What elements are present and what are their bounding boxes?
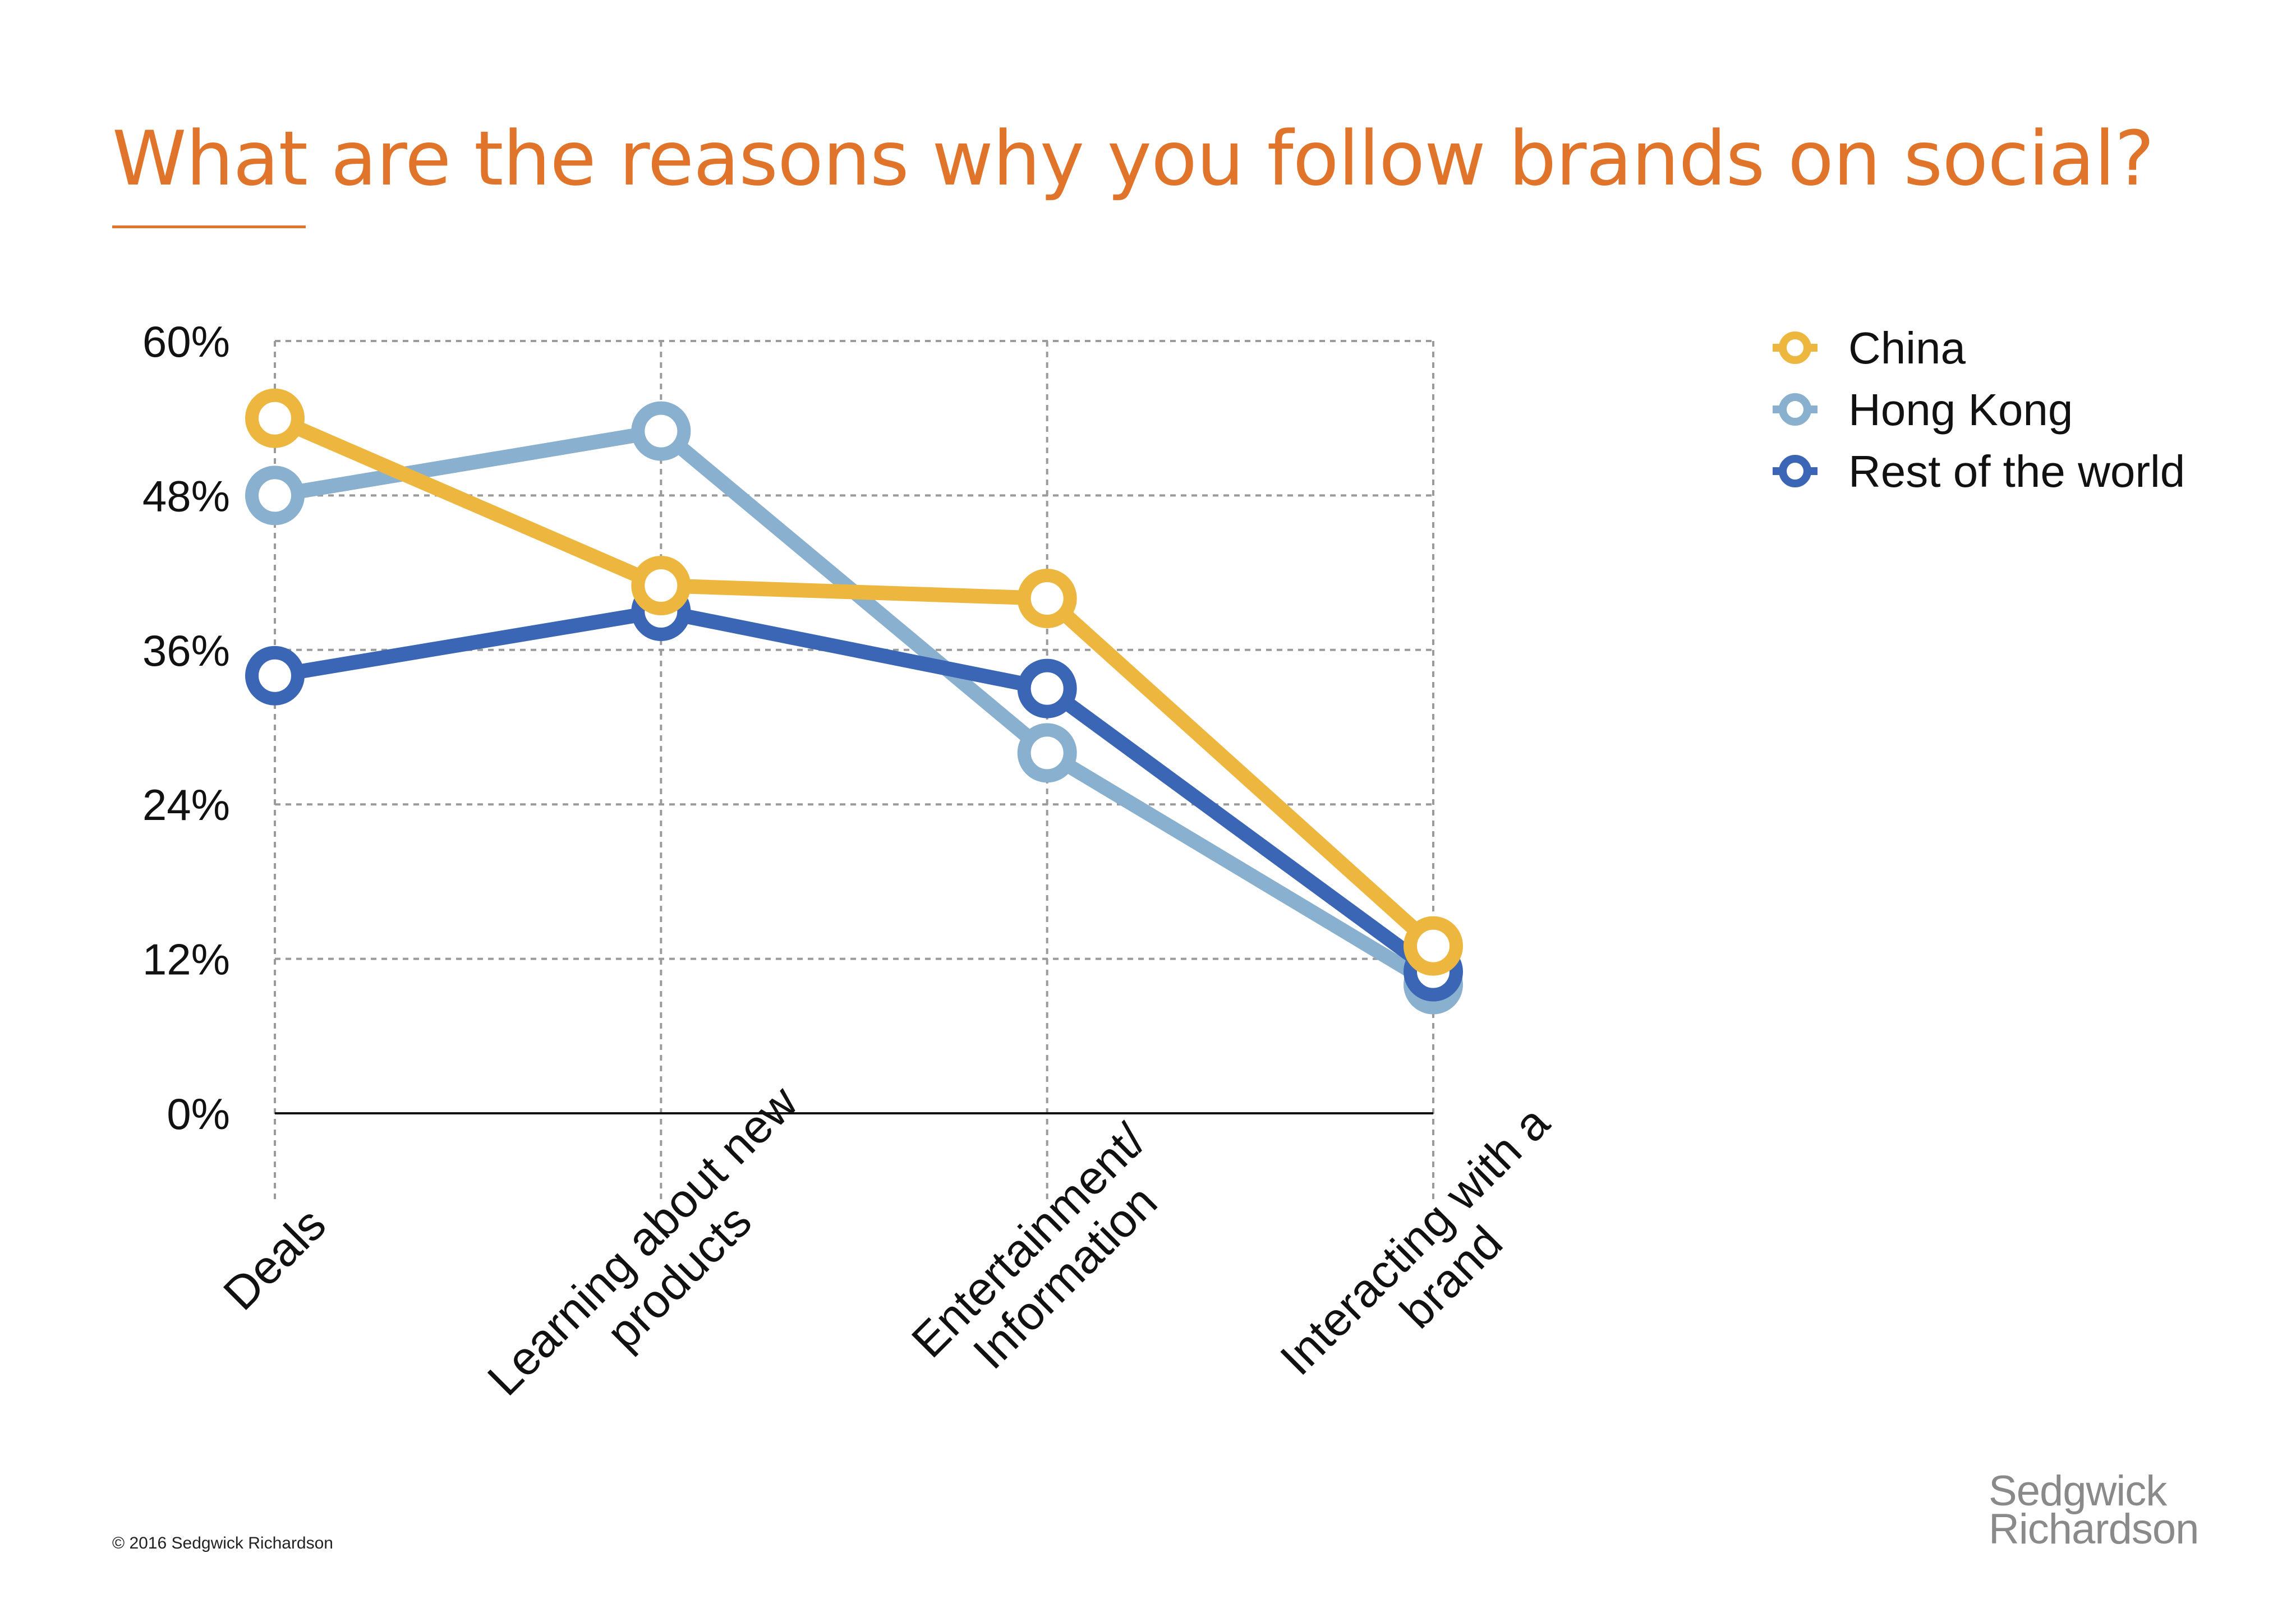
legend: China Hong Kong Rest of the world bbox=[1773, 323, 2185, 496]
x-category-label: Deals bbox=[213, 1197, 335, 1320]
legend-label: Rest of the world bbox=[1848, 446, 2185, 496]
y-tick-label: 12% bbox=[142, 935, 230, 984]
data-point-china bbox=[1404, 916, 1463, 976]
series-line-china bbox=[268, 411, 1441, 953]
data-point-rest-of-the-world bbox=[1017, 658, 1077, 718]
data-point-rest-of-the-world bbox=[245, 646, 305, 706]
data-point-hong-kong bbox=[245, 466, 305, 526]
chart-title: What are the reasons why you follow bran… bbox=[112, 115, 2155, 202]
copyright-text: © 2016 Sedgwick Richardson bbox=[112, 1534, 333, 1552]
legend-label: Hong Kong bbox=[1848, 385, 2073, 435]
legend-swatch-marker bbox=[1779, 331, 1811, 364]
data-point-china bbox=[631, 556, 691, 616]
brand-logo: Sedgwick Richardson bbox=[1989, 1467, 2199, 1553]
y-tick-label: 48% bbox=[142, 471, 230, 520]
logo-line-1: Sedgwick bbox=[1989, 1467, 2167, 1515]
data-point-china bbox=[245, 388, 305, 448]
y-tick-label: 24% bbox=[142, 780, 230, 830]
data-point-china bbox=[1017, 569, 1077, 628]
y-tick-label: 0% bbox=[167, 1089, 230, 1139]
y-tick-label: 36% bbox=[142, 626, 230, 675]
y-tick-label: 60% bbox=[142, 317, 230, 366]
data-point-hong-kong bbox=[631, 401, 691, 461]
legend-swatch-marker bbox=[1779, 393, 1811, 426]
logo-line-2: Richardson bbox=[1989, 1505, 2199, 1553]
series-line-rest-of-the-world bbox=[268, 603, 1441, 979]
legend-swatch-marker bbox=[1779, 455, 1811, 487]
legend-label: China bbox=[1848, 323, 1966, 373]
x-category-label: Entertainment/Information bbox=[901, 1113, 1192, 1404]
title-underline bbox=[112, 225, 306, 228]
series-layer bbox=[245, 388, 1463, 1015]
series-line-hong-kong bbox=[268, 423, 1441, 992]
data-point-hong-kong bbox=[1017, 723, 1077, 783]
